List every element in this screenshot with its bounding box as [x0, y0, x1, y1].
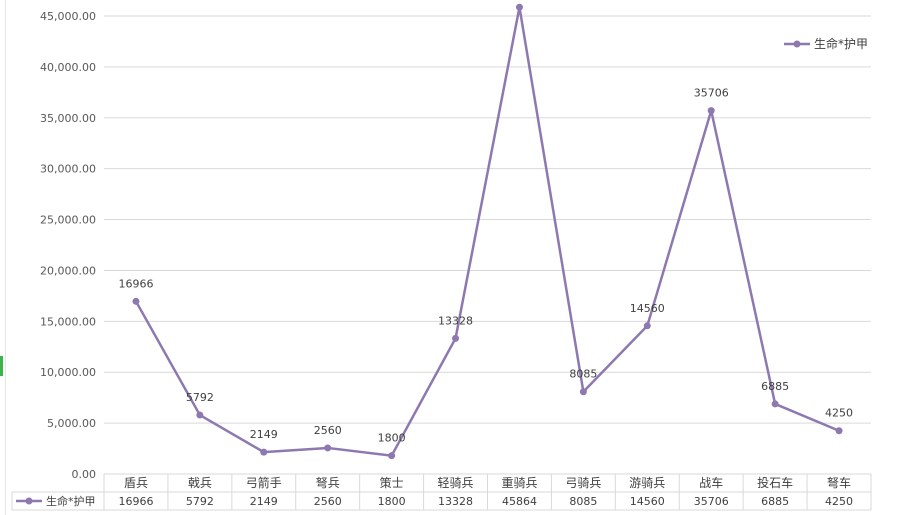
- table-value: 1800: [378, 495, 406, 508]
- table-legend-marker: [25, 497, 33, 505]
- data-point: [260, 448, 268, 456]
- sheet-selection-marker: [0, 356, 3, 376]
- y-tick-label: 25,000.00: [40, 214, 96, 227]
- table-value: 13328: [438, 495, 473, 508]
- data-label: 1800: [378, 432, 406, 445]
- table-value: 2149: [250, 495, 278, 508]
- series-line-layer: [134, 5, 840, 457]
- series-points: [132, 3, 843, 460]
- y-tick-label: 10,000.00: [40, 366, 96, 379]
- data-point: [771, 400, 779, 408]
- y-tick-label: 0.00: [72, 468, 97, 481]
- x-category-label: 戟兵: [188, 476, 212, 490]
- table-value: 16966: [118, 495, 153, 508]
- table-value: 4250: [825, 495, 853, 508]
- series-line: [134, 5, 840, 457]
- x-category-label: 投石车: [757, 475, 793, 490]
- data-point: [515, 3, 523, 11]
- x-category-label: 轻骑兵: [438, 476, 474, 490]
- y-tick-label: 45,000.00: [40, 10, 96, 23]
- x-category-label: 游骑兵: [629, 476, 665, 490]
- sheet-edge-line: [5, 0, 6, 515]
- legend-marker: [793, 40, 801, 48]
- data-point: [196, 411, 204, 419]
- data-label: 6885: [761, 380, 789, 393]
- legend-label: 生命*护甲: [814, 36, 868, 51]
- x-category-label: 重骑兵: [501, 476, 537, 490]
- data-label: 16966: [118, 277, 153, 290]
- y-tick-label: 30,000.00: [40, 163, 96, 176]
- data-point: [324, 444, 332, 452]
- data-point: [643, 322, 651, 330]
- data-label: 8085: [569, 368, 597, 381]
- data-point: [132, 297, 140, 305]
- x-category-label: 战车: [699, 475, 723, 490]
- data-label: 35706: [694, 87, 729, 100]
- x-category-label: 弩车: [827, 475, 851, 490]
- x-category-label: 弓骑兵: [565, 476, 601, 490]
- table-value: 6885: [761, 495, 789, 508]
- data-label: 4250: [825, 407, 853, 420]
- data-labels: 1696657922149256018001332845864808514560…: [118, 87, 853, 445]
- data-label: 13328: [438, 314, 473, 327]
- y-tick-label: 40,000.00: [40, 61, 96, 74]
- y-tick-label: 35,000.00: [40, 112, 96, 125]
- data-point: [707, 107, 715, 115]
- data-label: 2560: [314, 424, 342, 437]
- legend[interactable]: 生命*护甲: [784, 36, 868, 51]
- y-tick-label: 20,000.00: [40, 264, 96, 277]
- table-series-name: 生命*护甲: [46, 494, 96, 508]
- gridlines: [104, 15, 871, 475]
- table-value: 8085: [569, 495, 597, 508]
- table-value: 45864: [502, 495, 537, 508]
- x-category-label: 策士: [380, 476, 404, 490]
- data-label: 2149: [250, 428, 278, 441]
- y-tick-label: 5,000.00: [47, 417, 96, 430]
- table-value: 2560: [314, 495, 342, 508]
- x-category-label: 弓箭手: [246, 475, 282, 490]
- data-table: 盾兵 16966 戟兵 5792 弓箭手 2149 弩兵 2560 策士 1800 轻骑兵 13328…: [11, 473, 872, 511]
- data-label: 14560: [630, 302, 665, 315]
- y-axis-tick-labels: 0.00 5,000.00 10,000.00 15,000.00 20,000.00 2…: [40, 10, 96, 481]
- table-value: 14560: [630, 495, 665, 508]
- table-value: 35706: [694, 495, 729, 508]
- data-point: [452, 334, 460, 342]
- data-point: [388, 452, 396, 460]
- x-category-label: 弩兵: [316, 476, 340, 490]
- table-value: 5792: [186, 495, 214, 508]
- x-category-label: 盾兵: [124, 476, 148, 490]
- data-point: [579, 388, 587, 396]
- data-label: 5792: [186, 391, 214, 404]
- y-tick-label: 15,000.00: [40, 315, 96, 328]
- data-point: [835, 427, 843, 435]
